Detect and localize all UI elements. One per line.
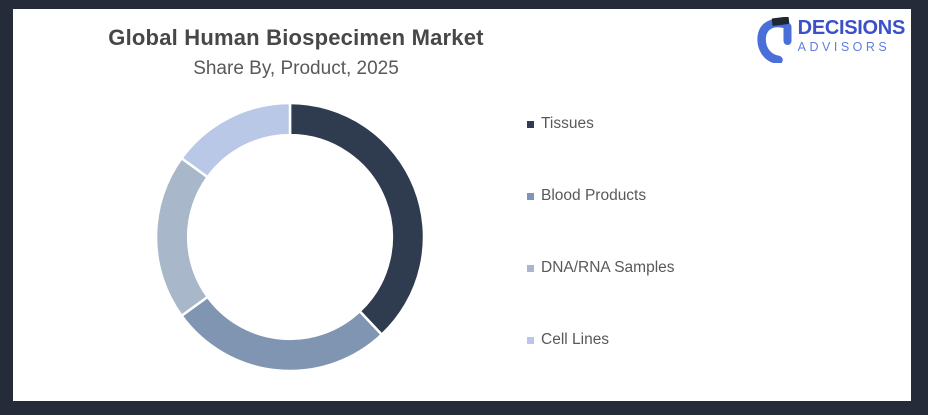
legend-marker-dna-rna-samples: [527, 264, 534, 272]
legend-label-cell-lines: Cell Lines: [541, 331, 610, 348]
donut-svg: [154, 101, 426, 373]
chart-subtitle: Share By, Product, 2025: [193, 58, 399, 79]
legend-marker-cell-lines: [527, 336, 534, 344]
donut-segment-tissues: [288, 101, 426, 337]
donut-segment-blood-products: [179, 295, 384, 373]
legend-marker-blood-products: [527, 192, 534, 200]
chart-header: Global Human Biospecimen Market Share By…: [21, 25, 571, 81]
legend-item-cell-lines: Cell Lines: [527, 330, 675, 350]
chart-title: Global Human Biospecimen Market: [108, 25, 484, 50]
legend-item-tissues: Tissues: [527, 114, 675, 134]
logo-g-icon: [757, 17, 792, 63]
donut-chart: [154, 101, 426, 373]
legend-marker-tissues: [527, 120, 534, 128]
logo-g-stem: [783, 23, 792, 45]
chart-legend: Tissues Blood Products DNA/RNA Samples C…: [527, 114, 675, 350]
chart-canvas: Global Human Biospecimen Market Share By…: [13, 9, 911, 401]
donut-segment-cell-lines: [179, 101, 292, 179]
logo-subname: ADVISORS: [797, 40, 891, 54]
legend-item-dna-rna-samples: DNA/RNA Samples: [527, 258, 675, 278]
legend-item-blood-products: Blood Products: [527, 186, 675, 206]
donut-segment-dna-rna-samples: [154, 156, 210, 318]
legend-label-blood-products: Blood Products: [541, 187, 647, 204]
logo-accent-bar: [771, 17, 789, 26]
company-logo: DECISIONS ADVISORS: [757, 17, 905, 63]
legend-label-tissues: Tissues: [541, 115, 594, 132]
legend-label-dna-rna-samples: DNA/RNA Samples: [541, 259, 675, 276]
logo-g-curve: [757, 18, 789, 63]
logo-name: DECISIONS: [797, 17, 906, 39]
logo-text: DECISIONS ADVISORS: [797, 17, 906, 55]
